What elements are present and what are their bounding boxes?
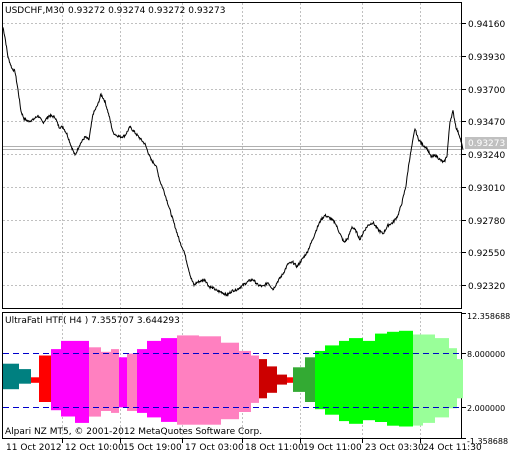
time-label: 15 Oct 19:00 <box>123 443 182 453</box>
histogram-bar <box>199 336 221 425</box>
price-tick-label: 0.93010 <box>468 184 505 194</box>
histogram-bar <box>287 377 293 383</box>
histogram-bar <box>89 347 101 417</box>
ohlc-values: 0.93272 0.93274 0.93272 0.93273 <box>68 6 225 16</box>
histogram-bar <box>119 357 127 408</box>
price-tick-label: 0.94160 <box>468 20 505 30</box>
histogram-bar <box>363 340 375 421</box>
price-axis[interactable]: 0.94160 0.93930 0.93700 0.93470 0.93240 0.930… <box>462 20 505 292</box>
main-grid <box>3 3 461 308</box>
histogram-bar <box>221 342 239 420</box>
current-price-tag <box>465 137 507 149</box>
histogram-bar <box>137 349 147 413</box>
histogram-bar <box>161 338 177 422</box>
histogram-bar <box>315 350 325 410</box>
histogram-bar <box>259 359 267 399</box>
price-tick-label: 0.92780 <box>468 217 505 227</box>
price-tick-label: 0.92320 <box>468 282 505 292</box>
price-tick-label: 0.93700 <box>468 86 505 96</box>
indicator-histogram <box>3 330 463 427</box>
histogram-bar <box>413 334 423 426</box>
time-label: 17 Oct 03:00 <box>185 443 244 453</box>
histogram-bar <box>375 333 387 422</box>
histogram-bar <box>147 340 161 418</box>
histogram-bar <box>31 377 39 383</box>
time-label: 24 Oct 11:30 <box>423 443 482 453</box>
time-axis[interactable]: 11 Oct 2012 12 Oct 10:00 15 Oct 19:00 17 Oc… <box>6 439 482 453</box>
indicator-title: UltraFatl HTF( H4 ) 7.355707 3.644293 <box>5 316 180 326</box>
histogram-bar <box>61 340 75 417</box>
scale-label: -1.358688 <box>467 437 508 446</box>
histogram-bar <box>127 353 137 411</box>
price-tick-label: 0.93240 <box>468 151 505 161</box>
histogram-bar <box>387 331 399 426</box>
time-label: 11 Oct 2012 <box>6 443 62 453</box>
histogram-bar <box>177 335 199 425</box>
scale-label: 12.358688 <box>467 312 510 321</box>
histogram-bar <box>251 355 259 403</box>
histogram-bar <box>267 366 277 393</box>
histogram-bar <box>399 330 413 427</box>
histogram-bar <box>435 338 449 418</box>
price-tick-label: 0.92550 <box>468 249 505 259</box>
histogram-bar <box>111 349 119 413</box>
indicator-scale[interactable]: 12.358688 8.000000 2.000000 -1.358688 <box>462 312 510 446</box>
histogram-bar <box>349 338 363 424</box>
histogram-bar <box>3 363 19 390</box>
histogram-bar <box>339 340 349 422</box>
time-label: 18 Oct 11:00 <box>245 443 304 453</box>
histogram-bar <box>239 350 251 412</box>
histogram-bar <box>101 351 111 411</box>
histogram-bar <box>75 340 89 423</box>
indicator-levels <box>3 353 461 408</box>
price-tick-label: 0.93470 <box>468 118 505 128</box>
price-tick-label: 0.93930 <box>468 53 505 63</box>
histogram-bar <box>277 374 287 385</box>
current-price-label: 0.93273 <box>468 139 505 149</box>
histogram-bar <box>293 367 305 392</box>
scale-label: 8.000000 <box>467 350 505 359</box>
time-label: 12 Oct 10:00 <box>65 443 124 453</box>
footer-text: Alpari NZ MT5, © 2001-2012 MetaQuotes So… <box>5 427 262 437</box>
time-label: 23 Oct 03:30 <box>365 443 424 453</box>
price-line <box>2 27 464 297</box>
histogram-bar <box>39 355 51 402</box>
histogram-bar <box>325 345 339 415</box>
scale-label: 2.000000 <box>467 404 505 413</box>
main-price-pane[interactable] <box>2 2 462 309</box>
histogram-bar <box>305 357 315 402</box>
histogram-bar <box>51 349 61 411</box>
histogram-bar <box>449 348 457 409</box>
time-label: 19 Oct 11:00 <box>303 443 362 453</box>
histogram-bar <box>19 369 31 384</box>
histogram-bar <box>423 334 435 423</box>
price-series <box>2 27 464 297</box>
histogram-bar <box>457 359 463 399</box>
symbol-info: USDCHF,M30 <box>5 6 65 16</box>
